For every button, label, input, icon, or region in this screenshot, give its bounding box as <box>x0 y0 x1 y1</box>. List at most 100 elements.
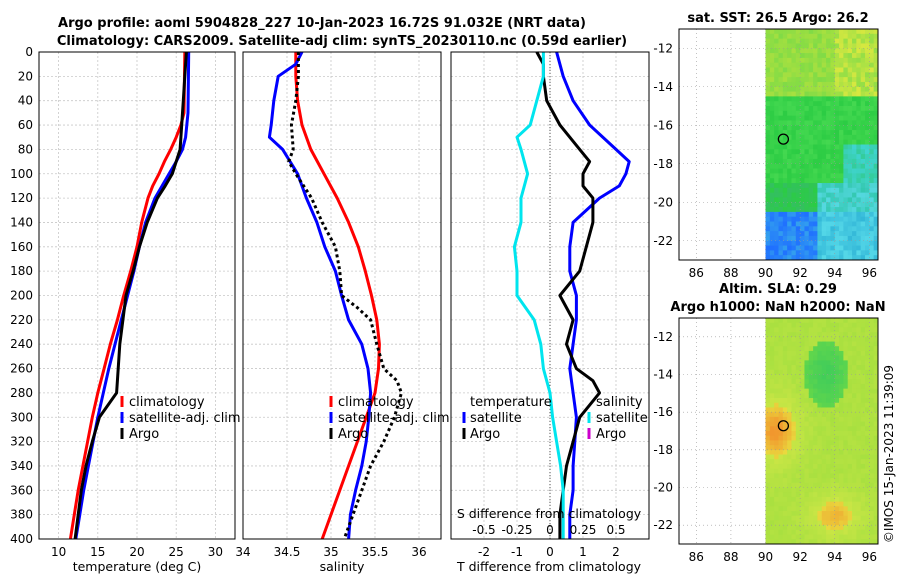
map-cell <box>813 33 818 40</box>
map-cell <box>860 235 866 242</box>
map-cell <box>865 134 870 141</box>
map-cell <box>821 534 827 540</box>
map-cell <box>787 393 792 399</box>
map-cell <box>774 211 779 218</box>
map-cell <box>795 163 801 169</box>
map-cell <box>808 374 814 380</box>
map-cell <box>787 67 792 73</box>
map-cell <box>847 81 853 88</box>
map-cell <box>774 43 779 49</box>
map-cell <box>817 255 823 261</box>
sla-float-marker <box>777 420 790 432</box>
map-cell <box>769 240 775 246</box>
map-cell <box>804 62 810 68</box>
map-cell <box>795 125 801 131</box>
map-cell <box>787 346 792 352</box>
map-cell <box>834 515 840 521</box>
map-cell <box>821 365 827 371</box>
map-cell <box>795 374 801 380</box>
map-cell <box>813 393 818 399</box>
map-cell <box>843 33 849 40</box>
map-cell <box>826 473 831 479</box>
map-cell <box>778 492 784 498</box>
map-cell <box>839 539 844 545</box>
map-cell <box>856 173 862 179</box>
map-cell <box>804 407 810 413</box>
map-cell <box>778 440 784 446</box>
map-cell <box>852 101 857 107</box>
map-cell <box>778 110 784 117</box>
map-cell <box>765 158 771 165</box>
map-cell <box>821 393 827 399</box>
map-cell <box>765 86 771 92</box>
map-cell <box>765 72 771 78</box>
map-cell <box>800 57 805 64</box>
map-cell <box>843 350 849 357</box>
map-cell <box>852 346 857 352</box>
map-cell <box>765 202 771 208</box>
map-cell <box>808 115 814 121</box>
map-cell <box>860 226 866 232</box>
map-cell <box>778 534 784 540</box>
map-cell <box>821 520 827 526</box>
map-cell <box>765 360 771 366</box>
map-cell <box>813 149 818 155</box>
map-cell <box>847 115 853 121</box>
map-cell <box>873 431 879 437</box>
map-cell <box>795 91 801 97</box>
map-cell <box>821 402 827 408</box>
map-cell <box>774 341 779 347</box>
map-cell <box>839 463 844 470</box>
map-cell <box>830 492 836 498</box>
map-cell <box>769 515 775 521</box>
map-cell <box>852 163 857 169</box>
map-cell <box>782 421 788 427</box>
map-cell <box>813 62 818 68</box>
map-cell <box>830 178 836 184</box>
map-cell <box>843 539 849 545</box>
x-tick-label: 25 <box>169 545 184 559</box>
map-cell <box>865 91 870 97</box>
map-cell <box>769 187 775 194</box>
map-cell <box>826 383 831 390</box>
map-cell <box>873 81 879 88</box>
map-cell <box>847 120 853 126</box>
map-cell <box>865 163 870 169</box>
sst-map-frame <box>678 28 879 261</box>
temperature-xlabel: temperature (deg C) <box>73 559 202 574</box>
map-cell <box>821 369 827 375</box>
map-cell <box>839 158 844 165</box>
map-cell <box>873 211 879 218</box>
map-x-tick-label: 86 <box>689 266 704 280</box>
map-cell <box>834 149 840 155</box>
map-cell <box>873 515 879 521</box>
map-cell <box>843 322 849 328</box>
map-cell <box>804 226 810 232</box>
map-cell <box>839 130 844 136</box>
map-cell <box>821 492 827 498</box>
map-cell <box>808 492 814 498</box>
map-cell <box>873 197 879 203</box>
map-cell <box>808 250 814 256</box>
map-cell <box>800 445 805 451</box>
map-cell <box>869 393 875 399</box>
map-cell <box>856 468 862 474</box>
map-cell <box>869 125 875 131</box>
x-tick-label: 36 <box>411 545 426 559</box>
map-cell <box>804 231 810 237</box>
map-cell <box>808 226 814 232</box>
map-cell <box>778 383 784 390</box>
map-cell <box>778 125 784 131</box>
map-cell <box>821 341 827 347</box>
y-tick-label: 220 <box>10 313 33 327</box>
map-cell <box>804 211 810 218</box>
map-cell <box>782 255 788 261</box>
map-cell <box>843 445 849 451</box>
map-cell <box>860 33 866 40</box>
map-cell <box>830 250 836 256</box>
map-cell <box>839 374 844 380</box>
map-cell <box>856 154 862 160</box>
map-cell <box>795 360 801 366</box>
map-cell <box>817 318 823 324</box>
map-cell <box>865 487 870 493</box>
